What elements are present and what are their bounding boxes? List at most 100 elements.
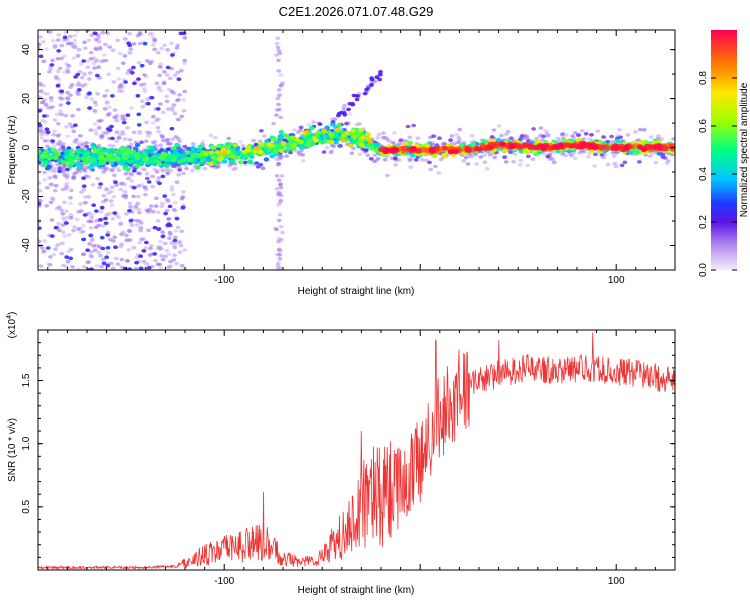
spectrogram-point <box>68 216 74 220</box>
spectrogram-point <box>599 153 605 157</box>
spectrogram-point <box>461 159 467 163</box>
spectrogram-point <box>471 142 477 147</box>
spectrogram-point <box>58 103 64 107</box>
spectrogram-point <box>72 33 78 38</box>
spectrogram-point <box>116 136 122 140</box>
spectrogram-point <box>612 161 618 166</box>
spectrogram-point <box>300 153 306 157</box>
spectrogram-point <box>647 154 653 158</box>
colorbar-tick-label: 0.2 <box>698 215 709 229</box>
spectrogram-point <box>156 129 162 134</box>
spectrogram-frame <box>37 29 676 271</box>
spectrogram-point <box>172 73 178 78</box>
spectrogram-point <box>448 138 453 142</box>
spectrogram-point <box>160 257 166 262</box>
spectrogram-point <box>56 221 62 226</box>
spectrogram-point <box>474 162 480 166</box>
spectrogram-point <box>148 204 154 208</box>
spectrogram-point <box>38 181 42 185</box>
spectrogram-point <box>177 250 183 255</box>
spectrogram-point <box>375 136 380 140</box>
spectrogram-point <box>39 154 46 159</box>
spectrogram-point <box>112 235 118 240</box>
spectrogram-point <box>160 138 166 143</box>
spectrogram-point <box>88 250 94 254</box>
spectrogram-point <box>64 221 69 225</box>
spectrogram-point <box>411 123 417 128</box>
spectrogram-point <box>73 171 79 175</box>
spectrogram-point <box>482 153 487 158</box>
spectrogram-point <box>574 143 581 150</box>
spectrogram-point <box>454 132 460 137</box>
spectrogram-point <box>167 230 173 235</box>
spectrogram-point <box>329 143 335 148</box>
spectrogram-point <box>166 217 172 221</box>
spectrogram-point <box>71 175 76 180</box>
spectrogram-point <box>362 91 368 96</box>
spectrogram-point <box>127 204 133 209</box>
spectrogram-point <box>81 237 87 242</box>
spectrogram-point <box>128 47 134 51</box>
spectrogram-point <box>88 254 94 258</box>
spectrogram-point <box>172 111 178 116</box>
spectrogram-point <box>126 176 131 181</box>
spectrogram-point <box>75 54 81 58</box>
spectrogram-point <box>99 134 105 138</box>
spectrogram-point <box>525 163 531 168</box>
spectrogram-point <box>173 235 178 240</box>
spectrogram-point <box>469 133 475 138</box>
spectrogram-point <box>517 137 523 142</box>
spectrogram-point <box>97 185 103 190</box>
spectrogram-point <box>164 208 170 213</box>
spectrogram-point <box>275 96 281 101</box>
spectrogram-point <box>275 45 281 50</box>
snr-xtick-label: 100 <box>608 576 625 587</box>
spectrogram-point <box>47 176 52 180</box>
spectrogram-point <box>511 160 516 164</box>
spectrogram-point <box>169 188 175 192</box>
spectrogram-point <box>668 143 675 150</box>
spectrogram-point <box>178 243 184 248</box>
spectrogram-point <box>127 138 133 142</box>
spectrogram-point <box>243 153 249 159</box>
spectrogram-point <box>254 161 260 165</box>
spectrogram-point <box>42 114 47 118</box>
spectrogram-point <box>79 75 85 80</box>
spectrogram-point <box>328 139 335 144</box>
spectrogram-point <box>125 126 130 130</box>
snr-multiplier: (x104) <box>6 312 18 339</box>
spectrogram-point <box>211 155 217 160</box>
spectrogram-point <box>96 65 102 69</box>
spectrogram-point <box>278 83 284 88</box>
spectrogram-point <box>57 140 63 144</box>
spectrogram-point <box>298 139 304 145</box>
spectrogram-point <box>605 162 611 167</box>
spectrogram-point <box>263 157 270 162</box>
spectrogram-point <box>74 156 81 161</box>
spectrogram-point <box>55 122 61 126</box>
spectrogram-point <box>94 73 100 78</box>
spectrogram-point <box>176 173 182 177</box>
spectrogram-point <box>167 236 172 240</box>
spectrogram-point <box>181 98 187 102</box>
spectrogram-point <box>391 141 396 145</box>
spectrogram-point <box>385 173 390 178</box>
spectrogram-point <box>81 188 87 192</box>
spectrogram-point <box>66 233 72 237</box>
spectrogram-point <box>68 93 73 97</box>
spectrogram-point <box>178 68 184 73</box>
spectrogram-point <box>469 154 474 159</box>
spectrogram-point <box>112 173 117 178</box>
spectrogram-point <box>392 131 397 135</box>
spectrogram-point <box>258 162 264 167</box>
spectrogram-point <box>332 117 338 121</box>
spectrogram-point <box>138 228 144 233</box>
spectrogram-point <box>165 65 171 70</box>
spectrogram-point <box>340 138 346 143</box>
spectrogram-point <box>276 178 282 182</box>
spectrogram-point <box>221 159 228 164</box>
spectrogram-point <box>533 151 539 157</box>
spectrogram-point <box>84 95 89 100</box>
spectrogram-point <box>114 183 120 187</box>
spectrogram-point <box>177 240 183 244</box>
